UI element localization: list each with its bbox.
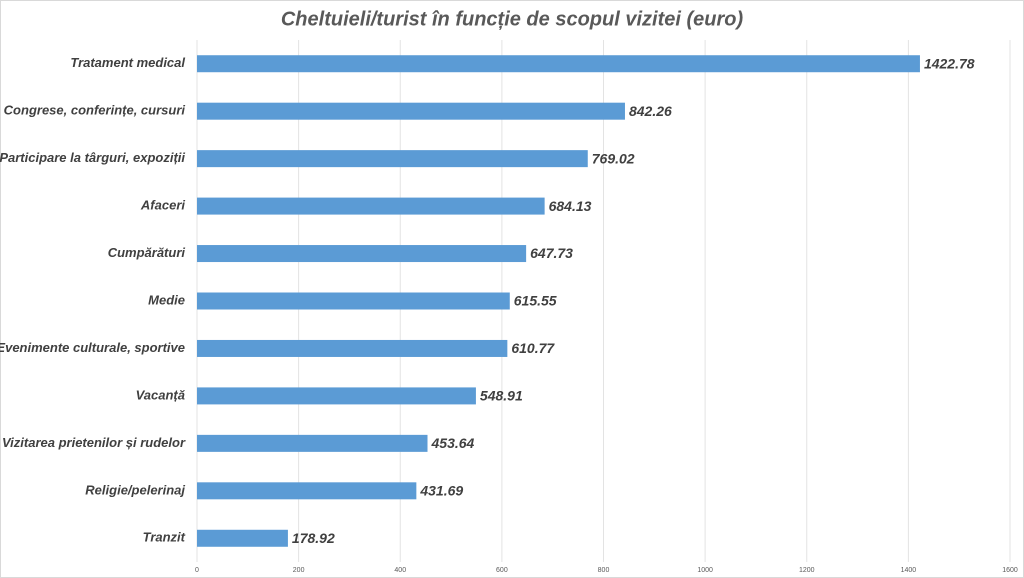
y-tick-label: Vacanță	[136, 387, 185, 402]
value-label: 453.64	[431, 435, 475, 451]
value-label: 548.91	[480, 388, 523, 404]
x-tick-label: 200	[293, 567, 305, 574]
y-tick-label: Vizitarea prietenilor și rudelor	[2, 435, 186, 450]
bar	[197, 102, 625, 120]
x-tick-label: 1000	[697, 567, 713, 574]
y-tick-label: Afaceri	[140, 198, 185, 213]
y-tick-label: Congrese, conferințe, cursuri	[4, 103, 186, 118]
bar	[197, 55, 920, 73]
y-tick-label: Tranzit	[143, 530, 186, 545]
y-tick-label: Religie/pelerinaj	[85, 482, 185, 497]
x-tick-label: 400	[394, 567, 406, 574]
bar	[197, 245, 527, 263]
bar	[197, 529, 288, 547]
value-label: 684.13	[549, 198, 592, 214]
chart-title: Cheltuieli/turist în funcție de scopul v…	[281, 8, 744, 30]
y-tick-label: Cumpărături	[108, 245, 186, 260]
value-label: 842.26	[629, 103, 672, 119]
value-label: 431.69	[419, 483, 463, 499]
y-tick-label: Medie	[148, 292, 185, 307]
y-tick-label: Evenimente culturale, sportive	[0, 340, 185, 355]
value-label: 647.73	[530, 245, 573, 261]
bar	[197, 482, 417, 500]
x-tick-label: 0	[195, 567, 199, 574]
bar	[197, 434, 428, 452]
value-label: 178.92	[292, 530, 335, 546]
bar	[197, 150, 588, 168]
bar	[197, 387, 476, 405]
x-tick-label: 1200	[799, 567, 815, 574]
x-tick-label: 600	[496, 567, 508, 574]
y-tick-label: Participare la târguri, expoziții	[0, 150, 185, 165]
x-tick-label: 1400	[901, 567, 917, 574]
bar	[197, 339, 508, 357]
x-tick-label: 1600	[1002, 567, 1018, 574]
x-tick-label: 800	[598, 567, 610, 574]
value-label: 769.02	[592, 150, 635, 166]
value-label: 615.55	[514, 293, 557, 309]
bar	[197, 292, 510, 310]
value-label: 1422.78	[924, 55, 975, 71]
y-tick-label: Tratament medical	[70, 55, 185, 70]
value-label: 610.77	[511, 340, 555, 356]
bar	[197, 197, 545, 215]
